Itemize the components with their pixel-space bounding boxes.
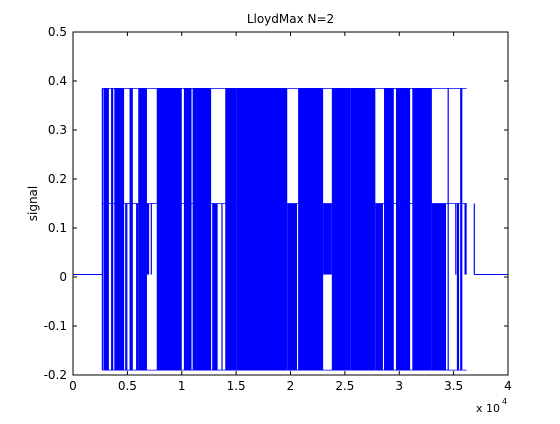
signal-segment [236, 88, 288, 371]
signal-segment [225, 88, 237, 371]
y-tick-label: 0.2 [48, 172, 67, 186]
signal-segment [183, 88, 192, 371]
y-tick-label: -0.1 [44, 319, 67, 333]
x-tick-label: 4 [504, 379, 512, 393]
signal-segment [138, 88, 147, 371]
x-tick-label: 3.5 [444, 379, 463, 393]
signal-segment [156, 88, 182, 371]
plot-layer [73, 87, 508, 371]
x-exponent-label: x 10 [476, 402, 500, 415]
x-tick-label: 1.5 [227, 379, 246, 393]
signal-segment [431, 203, 447, 371]
signal-segment [460, 88, 463, 371]
signal-segment [375, 203, 383, 371]
signal-segment [395, 88, 411, 371]
signal-segment [136, 203, 139, 371]
signal-segment [125, 203, 128, 371]
x-exponent: 4 [502, 397, 507, 406]
signal-segment [323, 203, 332, 275]
chart-title: LloydMax N=2 [247, 12, 334, 26]
y-tick-label: -0.2 [44, 368, 67, 382]
signal-segment [146, 203, 150, 275]
signal-segment [456, 203, 460, 371]
x-tick-label: 0.5 [118, 379, 137, 393]
y-tick-label: 0.3 [48, 123, 67, 137]
y-tick-label: 0.5 [48, 25, 67, 39]
signal-segment [192, 88, 204, 371]
signal-segment [114, 88, 125, 371]
signal-segment [287, 203, 298, 371]
signal-segment [298, 88, 324, 371]
y-tick-label: 0.1 [48, 221, 67, 235]
signal-segment [129, 88, 133, 371]
y-axis-label: signal [26, 186, 40, 222]
x-tick-label: 0 [69, 379, 77, 393]
signal-segment [350, 88, 376, 371]
signal-segment [464, 203, 467, 275]
x-tick-label: 2.5 [335, 379, 354, 393]
x-tick-label: 1 [178, 379, 186, 393]
signal-segment [111, 88, 114, 371]
ticks-layer: 0 0.5 1 1.5 2 2.5 3 3.5 4 -0.2 -0.1 0 0.1 0.2 0.3 0.4 0.… [44, 25, 512, 393]
y-tick-label: 0.4 [48, 74, 67, 88]
x-tick-label: 3 [395, 379, 403, 393]
signal-segment [212, 203, 218, 371]
signal-segment [331, 88, 351, 371]
y-tick-label: 0 [59, 270, 67, 284]
signal-segment [384, 88, 394, 371]
x-tick-label: 2 [287, 379, 295, 393]
signal-segment [412, 88, 432, 371]
